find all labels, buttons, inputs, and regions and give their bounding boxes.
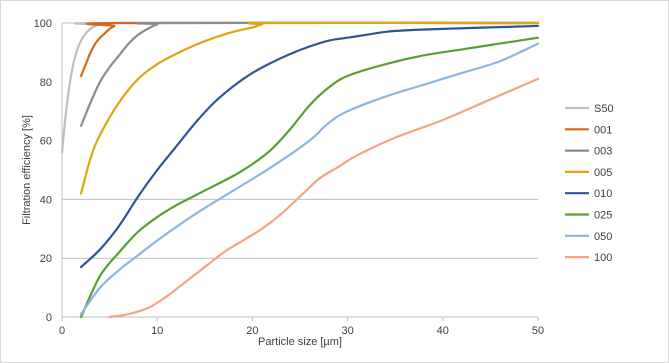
series-line-S50 [60,21,540,154]
series-line-025 [79,36,540,319]
x-tick-label: 10 [151,325,163,337]
x-axis-title: Particle size [µm] [258,336,342,348]
x-tick-label: 40 [437,325,449,337]
legend-label-S50: S50 [594,103,614,115]
series-line-003 [79,21,540,127]
tick-labels: 0 10 20 30 40 50 0 20 40 60 80 100 [34,18,544,337]
x-tick-label: 0 [59,325,65,337]
axes [61,23,538,318]
legend-label-025: 025 [594,210,612,222]
y-tick-label: 60 [40,136,52,148]
y-tick-label: 40 [40,194,52,206]
series-layer [60,21,540,319]
series-line-005 [79,21,540,195]
y-tick-label: 80 [40,77,52,89]
y-tick-label: 100 [34,18,52,30]
legend-label-003: 003 [594,146,612,158]
series-line-050 [79,42,540,316]
legend-label-005: 005 [594,167,612,179]
x-tick-label: 20 [246,325,258,337]
legend-label-010: 010 [594,188,612,200]
gridlines [62,22,538,259]
legend-label-001: 001 [594,124,612,136]
legend-label-100: 100 [594,252,612,264]
y-tick-label: 20 [40,253,52,265]
x-tick-label: 50 [532,325,544,337]
legend-label-050: 050 [594,231,612,243]
y-tick-label: 0 [46,312,52,324]
series-line-100 [108,77,540,319]
series-line-010 [79,24,540,269]
y-axis-title: Filtration efficiency [%] [21,115,33,225]
x-tick-label: 30 [341,325,353,337]
legend: S50 001 003 005 010 025 050 100 [565,103,614,264]
